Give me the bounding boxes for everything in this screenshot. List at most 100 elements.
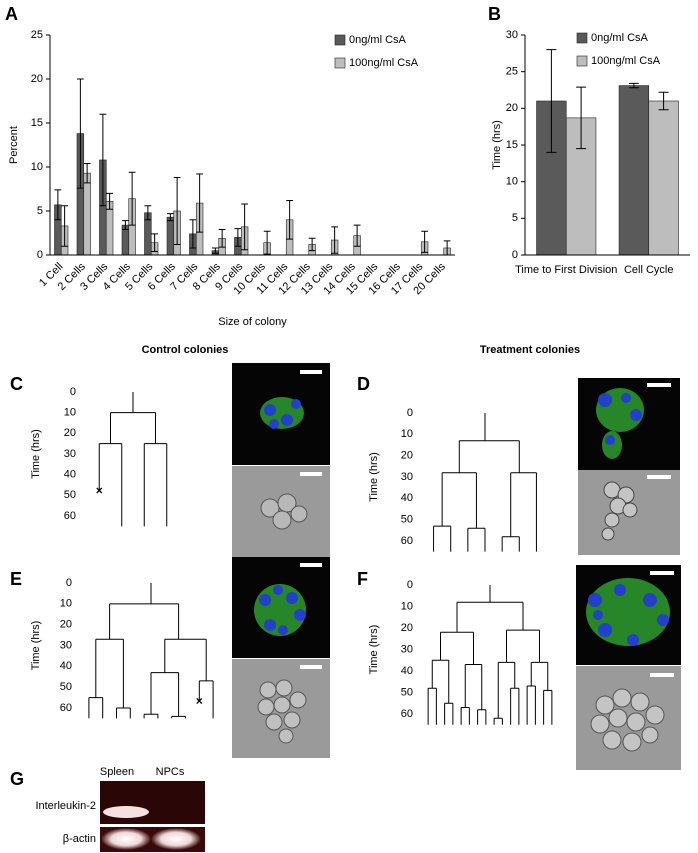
panel-letter: B — [488, 4, 501, 24]
error-bar — [99, 113, 107, 207]
y-tick-label: 40 — [401, 492, 413, 504]
micrograph — [232, 557, 330, 758]
panel-letter: D — [357, 374, 370, 394]
y-tick-label: 0 — [512, 249, 518, 261]
gel-image — [100, 781, 205, 824]
micrograph — [576, 565, 681, 770]
y-tick-label: 60 — [401, 535, 413, 547]
error-bar — [628, 82, 639, 89]
y-tick-label: 10 — [506, 176, 518, 188]
x-tick-label: Time to First Division — [515, 264, 617, 276]
error-bar — [151, 233, 158, 252]
error-bar — [353, 224, 361, 247]
y-axis-label: Time (hrs) — [368, 625, 380, 675]
bar — [648, 100, 679, 256]
y-tick-label: 20 — [506, 102, 518, 114]
error-bar — [106, 192, 113, 210]
y-tick-label: 30 — [506, 29, 518, 41]
micrograph — [232, 363, 330, 565]
error-bar — [308, 237, 316, 252]
x-axis-label: Size of colony — [218, 316, 287, 328]
legend-label: 100ng/ml CsA — [591, 55, 661, 67]
error-bar — [196, 173, 203, 233]
lane-label: Spleen — [100, 766, 134, 778]
y-tick-label: 15 — [31, 117, 43, 129]
y-tick-label: 50 — [401, 686, 413, 698]
legend-swatch — [334, 57, 346, 69]
legend-label: 100ng/ml CsA — [349, 57, 419, 69]
y-tick-label: 30 — [401, 643, 413, 655]
y-tick-label: 60 — [60, 702, 72, 714]
bar — [83, 172, 91, 256]
y-tick-label: 5 — [37, 205, 43, 217]
y-tick-label: 40 — [60, 660, 72, 672]
lineage-tree — [427, 585, 553, 725]
error-bar — [546, 49, 557, 153]
gel-band — [103, 806, 149, 818]
error-bar — [144, 205, 152, 221]
error-bar — [167, 213, 174, 222]
error-bar — [658, 91, 669, 111]
y-tick-label: 50 — [401, 514, 413, 526]
error-bar — [128, 171, 136, 226]
legend-swatch — [334, 34, 346, 46]
y-tick-label: 10 — [401, 428, 413, 440]
y-tick-label: 0 — [37, 249, 43, 261]
y-tick-label: 25 — [506, 66, 518, 78]
heading: Treatment colonies — [480, 344, 580, 356]
panel-letter: G — [10, 769, 24, 789]
y-tick-label: 50 — [64, 489, 76, 501]
error-bar — [173, 177, 181, 245]
error-bar — [61, 205, 68, 247]
y-axis-label: Time (hrs) — [491, 120, 503, 170]
lineage-tree — [433, 413, 537, 552]
legend-label: 0ng/ml CsA — [349, 34, 407, 46]
error-bar — [218, 228, 226, 248]
gel-band — [101, 828, 151, 850]
error-bar — [576, 86, 587, 150]
gel-band — [151, 828, 201, 850]
legend-label: 0ng/ml CsA — [591, 32, 649, 44]
panel-letter: E — [10, 569, 22, 589]
error-bar — [241, 203, 248, 251]
gene-label: β-actin — [63, 833, 96, 845]
y-axis-label: Time (hrs) — [368, 452, 380, 502]
y-tick-label: 20 — [401, 450, 413, 462]
panel-letter: F — [357, 569, 368, 589]
error-bar — [54, 189, 62, 221]
error-bar — [421, 230, 428, 253]
y-tick-label: 10 — [31, 161, 43, 173]
error-bar — [286, 199, 293, 240]
panel-letter: A — [5, 4, 18, 24]
legend-swatch — [576, 55, 588, 67]
gene-label: Interleukin-2 — [35, 800, 96, 812]
bar — [618, 85, 650, 256]
y-tick-label: 20 — [401, 622, 413, 634]
y-tick-label: 20 — [64, 427, 76, 439]
error-bar — [331, 226, 338, 254]
y-tick-label: 0 — [407, 407, 413, 419]
error-bar — [263, 230, 271, 255]
y-axis-label: Percent — [8, 126, 20, 164]
bar — [166, 216, 175, 256]
y-tick-label: 10 — [64, 407, 76, 419]
y-tick-label: 0 — [70, 386, 76, 398]
error-bar — [189, 219, 197, 249]
y-tick-label: 5 — [512, 212, 518, 224]
legend-swatch — [576, 32, 588, 44]
y-tick-label: 50 — [60, 681, 72, 693]
y-tick-label: 10 — [401, 600, 413, 612]
y-tick-label: 30 — [64, 448, 76, 460]
lineage-tree — [88, 583, 214, 719]
y-tick-label: 30 — [60, 639, 72, 651]
y-axis-label: Time (hrs) — [30, 429, 42, 479]
y-tick-label: 40 — [64, 469, 76, 481]
lane-label: NPCs — [156, 766, 185, 778]
y-tick-label: 25 — [31, 29, 43, 41]
panel-letter: C — [10, 374, 23, 394]
error-bar — [83, 162, 91, 184]
error-bar — [122, 220, 129, 230]
y-tick-label: 30 — [401, 471, 413, 483]
y-tick-label: 40 — [401, 665, 413, 677]
